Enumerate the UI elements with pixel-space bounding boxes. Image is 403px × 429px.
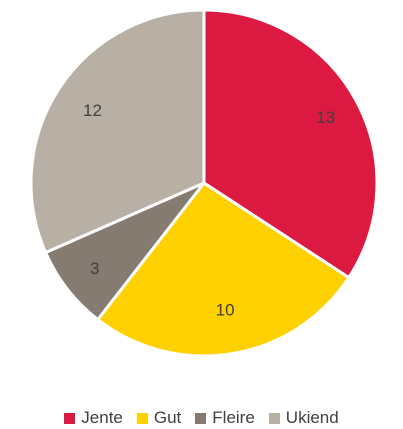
data-label-ukiend: 12 — [83, 101, 102, 120]
legend-label: Gut — [153, 408, 182, 427]
pie-slice-ukiend — [29, 8, 206, 254]
pie-chart: 13 10 3 12 — [29, 8, 379, 358]
pie-slices — [29, 8, 379, 358]
legend: Jente Gut Fleire Ukiend — [0, 408, 403, 428]
legend-label: Jente — [81, 408, 123, 427]
pie-labels: 13 10 3 12 — [83, 101, 335, 319]
legend-swatch — [195, 412, 207, 424]
legend-item-gut: Gut — [136, 408, 182, 428]
legend-swatch — [64, 412, 76, 424]
legend-swatch — [268, 412, 280, 424]
legend-swatch — [136, 412, 148, 424]
data-label-gut: 10 — [216, 300, 235, 319]
legend-label: Fleire — [212, 408, 255, 427]
legend-item-jente: Jente — [64, 408, 123, 428]
pie-slice-gut — [96, 181, 351, 358]
legend-item-ukiend: Ukiend — [268, 408, 339, 428]
data-label-fleire: 3 — [90, 259, 99, 278]
legend-label: Ukiend — [285, 408, 339, 427]
data-label-jente: 13 — [316, 108, 335, 127]
legend-item-fleire: Fleire — [195, 408, 255, 428]
